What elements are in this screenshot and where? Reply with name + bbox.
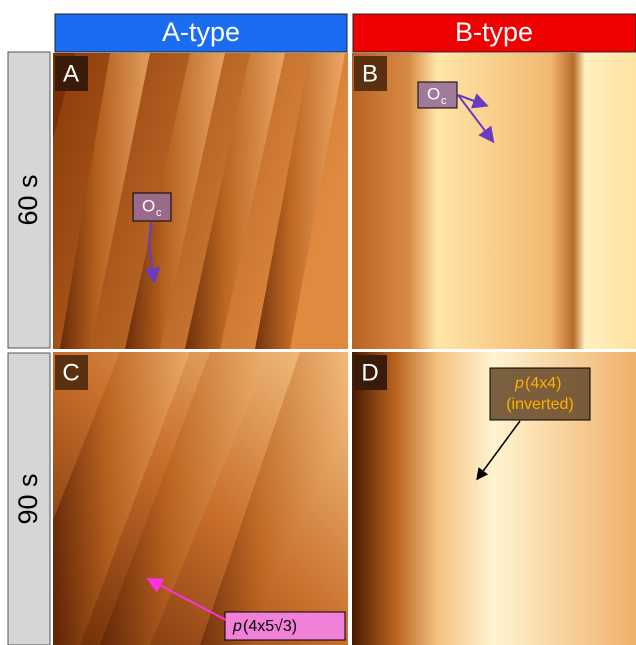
annotation: (4x4)	[525, 375, 561, 392]
row-label: 90 s	[13, 473, 43, 524]
stm-image	[352, 53, 636, 349]
annotation: O	[427, 84, 440, 103]
panel-letter: C	[62, 359, 79, 386]
annotation-sub: c	[156, 207, 162, 219]
column-label: B-type	[455, 17, 533, 47]
stm-image	[53, 352, 348, 645]
column-label: A-type	[162, 17, 240, 47]
panel-letter: A	[63, 60, 79, 87]
annotation: p	[514, 375, 524, 392]
annotation: O	[142, 196, 155, 215]
annotation-sub: c	[441, 95, 447, 107]
stm-image	[53, 53, 348, 349]
panel-letter: B	[362, 60, 378, 87]
annotation: (inverted)	[506, 396, 574, 413]
panel-letter: D	[361, 359, 378, 386]
figure: A-type B-type 60 s 90 s A B C D O c O c …	[0, 0, 636, 645]
annotation: p	[232, 618, 242, 635]
annotation: (4x5√3)	[243, 618, 297, 635]
row-label: 60 s	[13, 174, 43, 225]
